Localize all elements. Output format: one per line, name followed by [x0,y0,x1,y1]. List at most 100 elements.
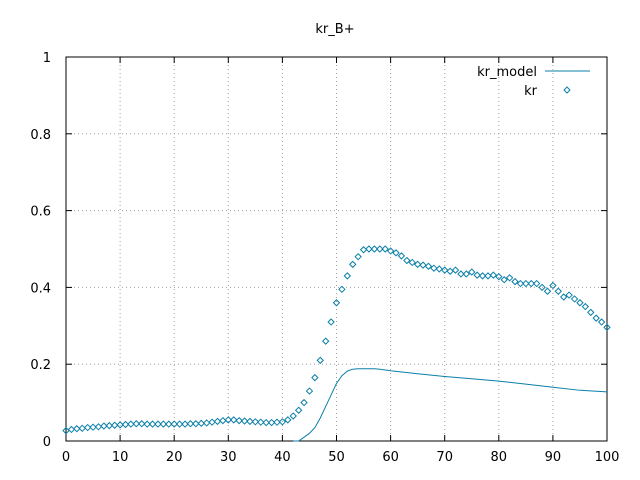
data-point [89,423,97,431]
y-tick-label: 0.6 [30,205,51,220]
data-point [570,295,579,303]
data-point [527,279,535,288]
data-point [554,287,563,295]
x-tick-label: 100 [595,450,620,465]
data-point [408,258,416,267]
data-point [213,417,222,426]
data-point [230,416,238,424]
data-point [224,416,233,424]
data-point [419,261,427,269]
data-point [381,245,389,253]
data-point [83,423,92,432]
data-point [316,356,324,365]
x-tick-label: 70 [436,450,453,465]
data-point [424,262,433,270]
x-tick-label: 20 [166,450,183,465]
tick-labels: 0 10 20 30 40 50 60 70 80 90 100 0 0.2 0.4 0.6 0.8 1 [30,51,619,465]
data-point [392,249,400,257]
x-tick-label: 10 [112,450,129,465]
axes [65,56,608,442]
data-point [267,418,276,427]
y-tick-label: 0.4 [30,281,51,296]
data-point [110,421,119,429]
data-point [343,272,352,280]
y-tick-label: 0.8 [30,128,51,143]
x-tick-label: 30 [220,450,237,465]
legend-swatch-kr [563,86,571,94]
data-point [257,418,265,426]
data-point [154,420,162,428]
data-point [181,420,189,428]
data-point [386,247,395,255]
data-point [587,308,595,317]
data-point [208,418,216,426]
legend-label-kr_model: kr_model [477,65,537,80]
data-point [581,302,590,311]
data-point [67,425,76,434]
y-tick-label: 0.2 [30,358,51,373]
data-point [100,422,108,430]
data-point [143,420,151,428]
data-point [289,412,297,420]
data-point [300,398,308,407]
data-point [278,418,287,426]
data-point [235,416,243,425]
x-tick-label: 0 [62,450,70,465]
data-point [192,420,200,428]
data-point [73,425,81,433]
data-point [365,245,373,253]
data-point [246,417,254,426]
data-point [332,299,341,307]
data-point [138,420,146,428]
data-point [435,265,443,273]
data-point [457,270,465,278]
series-line-kr_model [293,368,608,442]
data-point [538,283,546,292]
x-tick-label: 80 [491,450,508,465]
data-point [370,245,379,253]
data-point [338,285,346,294]
data-point [349,260,357,269]
data-point [240,417,249,425]
data-point [516,279,525,288]
data-point [148,420,157,428]
data-point [592,314,600,322]
data-point [197,419,205,428]
data-point [462,270,471,278]
x-tick-label: 40 [274,450,291,465]
data-point [186,420,195,428]
y-tick-label: 0 [43,435,51,450]
data-point [413,260,422,269]
x-tick-label: 60 [382,450,399,465]
data-point [311,373,319,382]
data-point [603,323,611,332]
data-point [175,420,184,428]
data-point [170,420,178,428]
data-point [327,318,335,326]
data-point [597,318,606,326]
data-point [165,420,173,428]
series-layer [62,245,611,442]
data-point [321,337,330,345]
data-point [284,416,292,424]
series-kr_model [293,368,608,442]
legend-label-kr: kr [524,84,538,99]
data-point [473,271,481,279]
data-point [127,420,135,428]
data-point [376,245,384,253]
data-point [565,291,573,299]
data-point [549,281,557,290]
data-point [495,272,503,281]
data-point [505,274,514,282]
data-point [294,406,303,414]
data-point [440,266,449,274]
data-point [359,246,368,254]
data-point [273,418,281,426]
data-point [105,421,113,430]
data-point [132,420,141,428]
data-point [403,256,411,265]
data-point [543,287,552,295]
data-point [560,293,568,301]
